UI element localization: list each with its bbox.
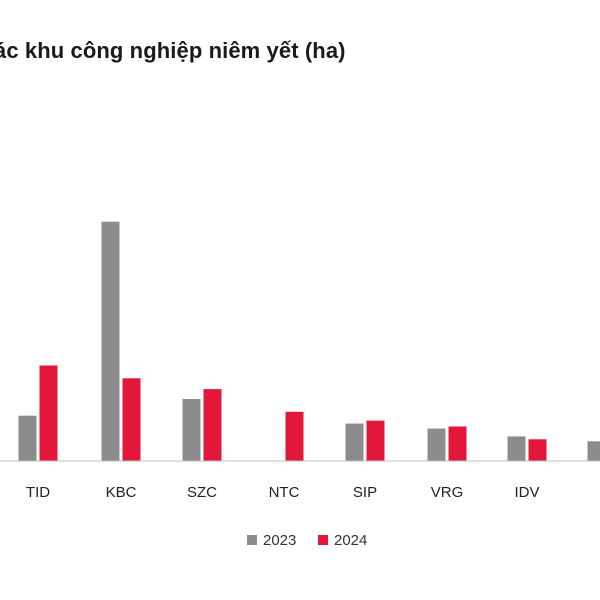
x-tick-label-sip: SIP [353,484,377,501]
bar-ntc-2024 [285,411,304,461]
bar-vrg-2024 [448,426,467,461]
x-tick-label-idv: IDV [514,484,539,501]
chart-title: ác khu công nghiệp niêm yết (ha) [0,38,346,63]
legend: 2023 2024 [247,532,367,549]
x-tick-label-vrg: VRG [431,484,464,501]
bars-layer [18,221,600,461]
bar-kbc-2024 [122,378,141,461]
bar-tid-2023 [18,415,37,461]
bar-szc-2023 [182,399,201,461]
x-tick-label-tid: TID [26,484,50,501]
bar-idv-2023 [507,436,526,461]
x-tick-label-kbc: KBC [106,484,137,501]
legend-label-2024: 2024 [334,532,367,549]
bar-tid-2024 [39,365,58,461]
legend-label-2023: 2023 [263,532,296,549]
legend-swatch-2024 [318,535,328,545]
x-tick-label-ntc: NTC [269,484,300,501]
legend-swatch-2023 [247,535,257,545]
bar-idv-2024 [528,439,547,461]
bar-szc-2024 [203,389,222,461]
x-tick-label-szc: SZC [187,484,217,501]
bar-sip-2023 [345,423,364,461]
bar-l-2023 [587,441,600,461]
bar-vrg-2023 [427,428,446,461]
x-tick-labels: TIDKBCSZCNTCSIPVRGIDVL [26,484,540,501]
bar-sip-2024 [366,420,385,461]
bar-kbc-2023 [101,221,120,461]
